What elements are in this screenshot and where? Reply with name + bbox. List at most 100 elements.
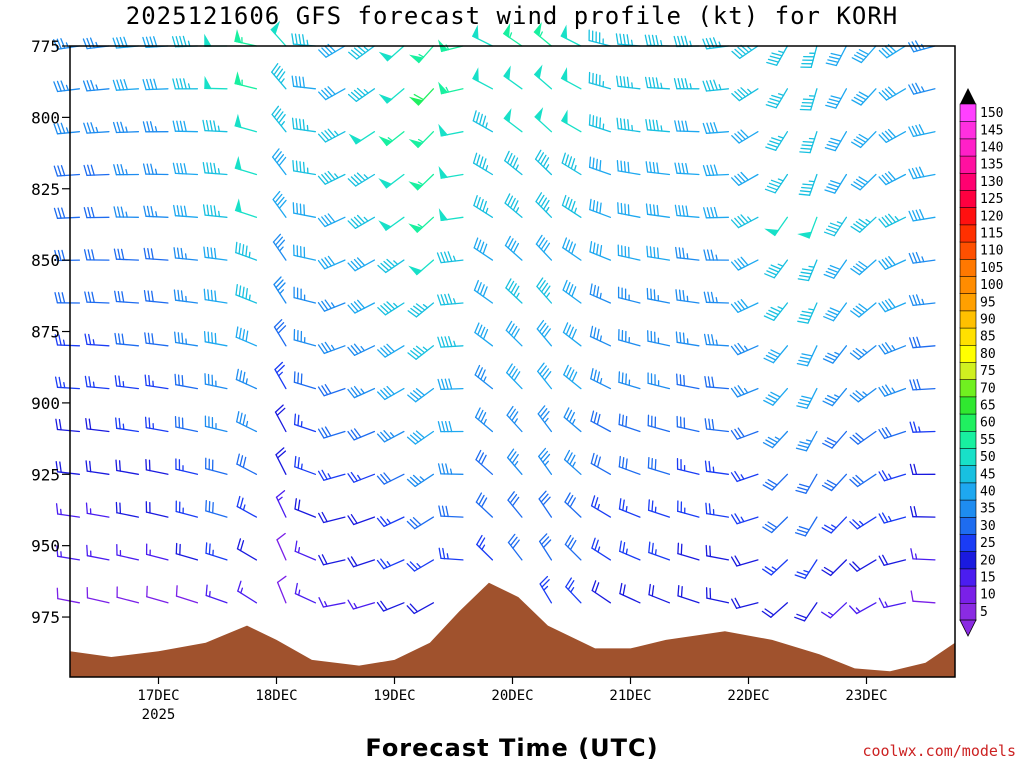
barb-full — [116, 121, 121, 133]
barb-full — [618, 455, 621, 468]
barb-full — [324, 341, 332, 352]
barb-full — [648, 541, 651, 554]
barb-full — [765, 397, 776, 404]
barb-full — [677, 78, 682, 90]
barb-half — [660, 82, 663, 90]
wind-barb — [471, 24, 494, 47]
barb-full — [795, 489, 807, 494]
wind-barb — [84, 333, 110, 347]
wind-barb — [293, 371, 317, 390]
barb-half — [921, 86, 925, 93]
wind-barb — [910, 548, 936, 561]
wind-barb — [408, 216, 435, 234]
barb-full — [567, 156, 573, 168]
barb-half — [689, 83, 692, 90]
wind-barb — [86, 586, 110, 604]
barb-full — [295, 160, 298, 173]
barb-full — [175, 78, 180, 90]
wind-barb — [85, 418, 110, 433]
barb-full — [177, 374, 180, 387]
wind-barb — [850, 259, 877, 276]
barb-full — [822, 358, 834, 364]
barb-half — [334, 130, 339, 136]
barb-full — [444, 420, 449, 433]
wind-barb — [205, 499, 228, 518]
barb-full — [177, 289, 180, 302]
barb-full — [731, 177, 740, 186]
barb-full — [473, 279, 479, 291]
barb-full — [878, 91, 888, 101]
wind-barb — [590, 410, 612, 433]
barb-full — [915, 294, 921, 306]
wind-barb — [821, 473, 848, 492]
barb-full — [202, 161, 206, 174]
barb-full — [625, 415, 628, 428]
barb-full — [347, 557, 355, 568]
barb-full — [737, 131, 746, 140]
barb-full — [849, 605, 858, 615]
barb-full — [620, 202, 623, 215]
barb-full — [853, 54, 865, 61]
barb-full — [852, 519, 862, 528]
barb-full — [119, 79, 125, 91]
barb-full — [827, 225, 839, 231]
barb-full — [562, 279, 568, 291]
barb-full — [276, 575, 287, 584]
barb-full — [915, 167, 922, 178]
barb-full — [274, 193, 283, 204]
barb-full — [317, 217, 326, 228]
barb-full — [909, 379, 914, 391]
barb-flag — [378, 93, 393, 104]
barb-full — [386, 385, 395, 395]
colorbar-label: 135 — [980, 158, 1003, 173]
barb-full — [682, 332, 685, 345]
barb-half — [155, 211, 158, 218]
barb-full — [681, 78, 685, 90]
barb-full — [681, 162, 685, 175]
barb-full — [591, 537, 596, 549]
barb-full — [482, 243, 488, 255]
wind-barb — [536, 319, 553, 347]
barb-full — [56, 545, 59, 557]
wind-barb — [507, 533, 523, 561]
barb-half — [65, 42, 70, 49]
barb-full — [119, 502, 122, 515]
barb-full — [849, 478, 859, 488]
barb-full — [644, 34, 649, 46]
barb-full — [121, 333, 125, 346]
wind-barb — [273, 319, 287, 347]
barb-full — [86, 122, 92, 134]
barb-full — [53, 81, 59, 93]
wind-barb — [83, 122, 110, 134]
barb-full — [878, 555, 885, 566]
barb-full — [538, 322, 547, 333]
barb-half — [387, 137, 393, 142]
barb-full — [278, 71, 286, 81]
barb-full — [590, 410, 595, 422]
barb-full — [652, 161, 656, 174]
barb-full — [181, 375, 184, 387]
barb-full — [275, 322, 285, 331]
barb-full — [143, 290, 147, 302]
wind-barb — [378, 45, 405, 62]
barb-full — [651, 585, 655, 597]
wind-barb — [909, 421, 936, 433]
wind-barb — [646, 287, 671, 304]
barb-full — [87, 249, 92, 261]
barb-full — [447, 251, 453, 263]
barb-half — [357, 474, 362, 481]
barb-full — [881, 301, 890, 311]
barb-full — [908, 84, 915, 95]
barb-full — [53, 165, 59, 177]
wind-barb — [376, 600, 405, 612]
barb-full — [852, 307, 863, 316]
colorbar-swatch — [959, 155, 977, 174]
barb-full — [317, 470, 325, 481]
barb-full — [89, 460, 92, 473]
colorbar-label: 125 — [980, 192, 1003, 207]
barb-full — [437, 463, 442, 475]
wind-barb — [878, 256, 907, 270]
barb-half — [416, 563, 422, 569]
barb-full — [538, 533, 548, 543]
wind-barb — [703, 291, 730, 304]
